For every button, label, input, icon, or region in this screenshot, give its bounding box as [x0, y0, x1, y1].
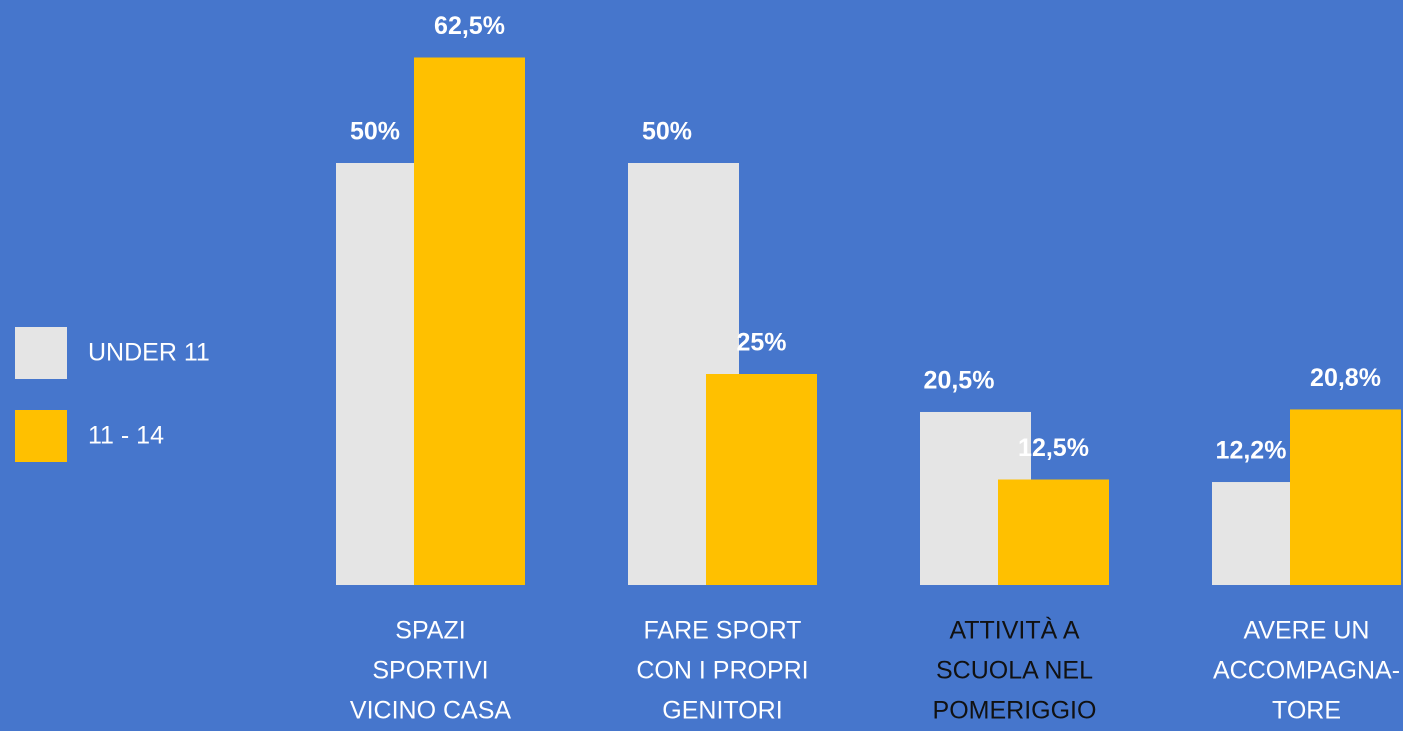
x-tick-label: SPAZI	[395, 617, 465, 645]
value-label: 20,5%	[924, 367, 995, 395]
legend-label: UNDER 11	[88, 339, 210, 367]
x-tick-label: ATTIVITÀ A	[949, 616, 1079, 645]
legend-label: 11 - 14	[88, 422, 164, 450]
x-tick-label: SCUOLA NEL	[936, 657, 1093, 685]
value-label: 25%	[736, 329, 786, 357]
value-label: 50%	[642, 118, 692, 146]
bar	[414, 57, 525, 585]
value-label: 62,5%	[434, 12, 505, 40]
legend-swatch	[15, 410, 67, 462]
x-tick-label: ACCOMPAGNA-	[1213, 657, 1400, 685]
x-tick-label: TORE	[1272, 697, 1341, 725]
value-label: 12,2%	[1216, 437, 1287, 465]
x-tick-label: VICINO CASA	[350, 697, 511, 725]
x-tick-label: AVERE UN	[1244, 617, 1370, 645]
x-tick-label: GENITORI	[662, 697, 782, 725]
x-tick-label: FARE SPORT	[644, 617, 802, 645]
bar	[706, 374, 817, 585]
value-label: 50%	[350, 118, 400, 146]
x-tick-label: SPORTIVI	[372, 657, 488, 685]
value-label: 12,5%	[1018, 434, 1089, 462]
x-tick-label: CON I PROPRI	[636, 657, 808, 685]
bar	[1290, 409, 1401, 585]
legend-swatch	[15, 327, 67, 379]
bar	[998, 479, 1109, 585]
x-tick-label: POMERIGGIO	[933, 697, 1097, 725]
value-label: 20,8%	[1310, 364, 1381, 392]
